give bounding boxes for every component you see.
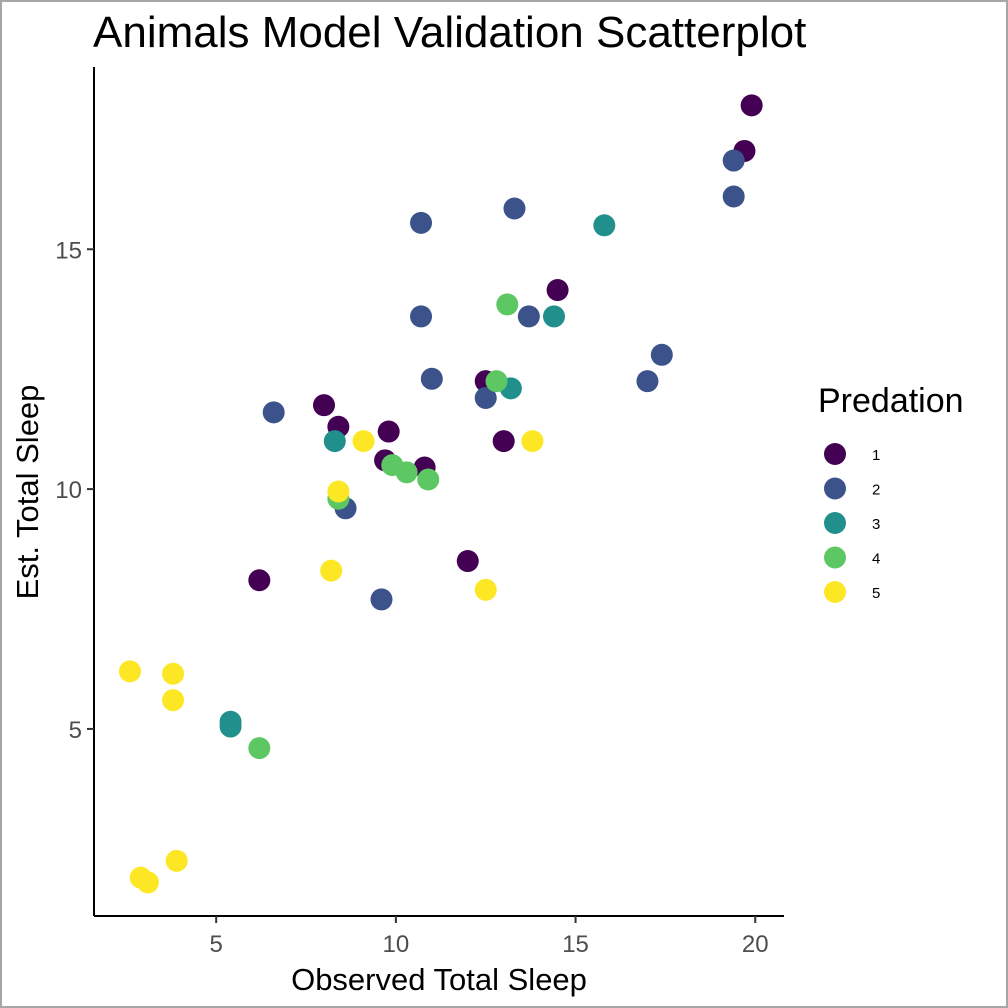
legend: Predation 1 2 3 4 5 (818, 382, 964, 603)
x-tick-label: 10 (383, 931, 410, 958)
y-axis-label: Est. Total Sleep (10, 385, 45, 600)
data-point-series-4 (417, 468, 440, 491)
plot-area: 5 10 15 20 5 10 15 (55, 67, 784, 958)
data-point-series-4 (395, 461, 418, 484)
data-point-series-2 (262, 401, 285, 424)
legend-title: Predation (818, 382, 964, 420)
data-point-series-1 (492, 430, 515, 453)
data-point-series-3 (543, 305, 565, 328)
data-point-series-5 (521, 430, 544, 453)
data-point-series-1 (456, 550, 479, 573)
data-point-series-5 (162, 689, 185, 712)
data-point-series-4 (496, 293, 519, 316)
data-point-series-2 (370, 588, 393, 611)
legend-key-2 (824, 477, 846, 500)
data-point-series-3 (593, 214, 616, 237)
x-tick-label: 20 (742, 931, 769, 958)
data-point-series-5 (162, 662, 185, 685)
y-tick-label: 15 (55, 237, 82, 264)
legend-key-1 (824, 443, 846, 465)
legend-label-3: 3 (872, 516, 880, 533)
data-point-series-2 (503, 197, 526, 220)
data-point-series-1 (248, 569, 271, 592)
data-point-series-2 (517, 305, 540, 328)
data-point-series-3 (323, 430, 346, 453)
legend-label-4: 4 (872, 551, 880, 568)
data-point-series-1 (740, 94, 763, 117)
x-tick-label: 15 (562, 931, 589, 958)
data-point-series-5 (327, 480, 350, 503)
chart-title: Animals Model Validation Scatterplot (93, 8, 806, 57)
data-point-series-2 (474, 386, 497, 409)
data-point-series-1 (377, 420, 400, 443)
data-point-series-2 (722, 185, 745, 208)
data-point-series-5 (165, 849, 188, 872)
legend-label-1: 1 (872, 447, 880, 464)
data-point-series-4 (248, 737, 271, 760)
data-point-series-3 (219, 715, 242, 738)
legend-label-2: 2 (872, 482, 880, 499)
x-axis-label: Observed Total Sleep (291, 962, 587, 997)
data-point-series-2 (636, 370, 659, 393)
x-tick-label: 5 (210, 931, 223, 958)
data-point-series-2 (410, 305, 433, 328)
legend-key-3 (824, 512, 846, 534)
data-point-series-4 (485, 370, 508, 393)
data-point-series-2 (650, 343, 673, 366)
y-tick-label: 10 (55, 477, 82, 504)
data-point-series-5 (352, 430, 375, 453)
data-point-series-5 (118, 660, 141, 683)
legend-key-4 (824, 546, 846, 569)
data-point-series-5 (136, 871, 159, 894)
y-tick-label: 5 (69, 717, 82, 744)
legend-key-5 (824, 581, 846, 603)
data-point-series-2 (420, 367, 443, 390)
data-point-series-2 (410, 211, 433, 234)
data-point-series-5 (320, 559, 343, 582)
data-point-series-1 (313, 394, 335, 417)
data-point-series-5 (474, 578, 497, 601)
legend-label-5: 5 (872, 585, 880, 602)
data-point-series-2 (722, 149, 745, 172)
data-point-series-1 (546, 279, 569, 302)
